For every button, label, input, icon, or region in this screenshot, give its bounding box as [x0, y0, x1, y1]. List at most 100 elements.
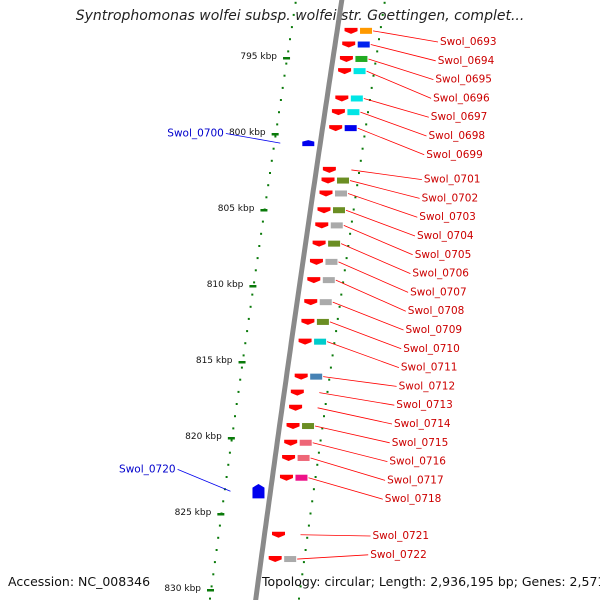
inner-guide-dot	[246, 330, 249, 333]
scale-tick	[238, 361, 246, 364]
rna-arrow	[252, 484, 265, 499]
gene-arrow	[309, 258, 323, 265]
inner-guide-dot	[254, 269, 257, 272]
inner-guide-dot	[228, 451, 231, 454]
scale-ticks: 795 kbp 800 kbp 805 kbp 810 kbp 815 kbp 820 k…	[164, 52, 291, 594]
gene-arrows[interactable]	[268, 27, 358, 563]
cog-color-blocks	[284, 27, 373, 563]
gene-leader-line	[347, 193, 418, 218]
outer-guide-dot	[363, 135, 366, 138]
cog-block	[350, 95, 363, 102]
gene-arrow	[342, 41, 356, 48]
gene-label: Swol_0697	[431, 111, 488, 123]
gene-label: Swol_0711	[401, 362, 458, 374]
outer-guide-dot	[336, 317, 339, 320]
inner-guide-dot	[227, 463, 230, 466]
outer-guide-dot	[319, 439, 322, 442]
gene-label: Swol_0701	[424, 174, 481, 186]
accession-text: Accession: NC_008346	[8, 574, 151, 589]
gene-labels[interactable]: Swol_0700 Swol_0720 Swol_0693 Swol_0694 Swol…	[119, 36, 497, 561]
outer-guide-dot	[374, 62, 377, 65]
gene-label: Swol_0707	[410, 286, 467, 298]
gene-label: Swol_0709	[406, 324, 463, 336]
inner-guide-dot	[283, 74, 286, 77]
scale-tick	[249, 285, 257, 288]
gene-label: Swol_0702	[422, 192, 479, 204]
gene-leader-line	[343, 225, 413, 256]
inner-guide-dot	[240, 366, 243, 369]
gene-arrow	[301, 318, 315, 325]
cog-block	[302, 423, 315, 430]
gene-arrow	[319, 190, 333, 197]
gene-leader-line	[317, 407, 393, 425]
scale-tick-label: 825 kbp	[175, 508, 212, 518]
gene-arrow	[284, 439, 298, 446]
rna-features[interactable]	[252, 140, 315, 499]
cog-block	[355, 55, 368, 62]
gene-arrow	[321, 177, 335, 184]
tick-dot-guides	[209, 1, 386, 600]
rna-arrow	[302, 140, 315, 147]
gene-label: Swol_0715	[392, 437, 449, 449]
gene-leader-line	[312, 442, 388, 462]
scale-tick-label: 795 kbp	[240, 52, 277, 62]
gene-label: Swol_0721	[373, 530, 430, 542]
gene-label: Swol_0696	[433, 92, 490, 104]
inner-guide-dot	[251, 293, 254, 296]
cog-block	[347, 109, 360, 116]
outer-guide-dot	[335, 330, 338, 333]
outer-guide-dot	[340, 293, 343, 296]
inner-guide-dot	[210, 585, 213, 588]
gene-arrow	[307, 277, 321, 284]
inner-guide-dot	[290, 26, 293, 29]
inner-guide-dot	[269, 172, 271, 174]
genome-backbone	[253, 0, 345, 600]
gene-arrow	[304, 299, 318, 306]
gene-label: Swol_0705	[415, 249, 472, 261]
inner-guide-dot	[287, 50, 290, 53]
scale-tick	[271, 133, 279, 136]
gene-arrow	[298, 338, 312, 345]
outer-guide-dot	[328, 378, 331, 381]
outer-guide-dot	[311, 500, 314, 503]
cog-block	[360, 27, 373, 34]
gene-leader-line	[360, 111, 427, 137]
scale-tick-label: 830 kbp	[164, 584, 201, 594]
outer-guide-dot	[383, 1, 386, 4]
gene-leader-line	[310, 457, 386, 481]
gene-leader-line	[323, 376, 397, 387]
inner-guide-dot	[247, 317, 250, 320]
gene-leader-line	[370, 44, 436, 62]
gene-arrow	[279, 474, 293, 481]
inner-guide-dot	[278, 111, 280, 114]
gene-arrow	[268, 556, 282, 563]
inner-guide-dot	[258, 245, 261, 247]
gene-label: Swol_0716	[389, 456, 446, 468]
rna-label: Swol_0700	[167, 127, 224, 139]
outer-guide-dot	[347, 245, 350, 247]
gene-leader-line	[366, 70, 432, 99]
inner-guide-dot	[249, 305, 252, 308]
outer-guide-dot	[314, 476, 317, 478]
outer-guide-dot	[321, 427, 324, 430]
outer-guide-dot	[329, 366, 332, 369]
outer-guide-dot	[316, 463, 319, 466]
outer-guide-dot	[342, 281, 345, 284]
outer-guide-dot	[338, 305, 341, 308]
outer-guide-dot	[302, 561, 305, 564]
outer-guide-dot	[361, 147, 364, 150]
gene-label: Swol_0704	[417, 230, 474, 242]
outer-guide-dot	[367, 111, 369, 114]
topology-text: Topology: circular; Length: 2,936,195 bp…	[262, 574, 600, 589]
gene-arrow	[272, 531, 286, 538]
cog-block	[325, 258, 338, 265]
scale-tick-label: 815 kbp	[196, 356, 233, 366]
gene-label: Swol_0713	[396, 399, 453, 411]
inner-guide-dot	[225, 476, 228, 478]
gene-label: Swol_0699	[426, 149, 483, 161]
cog-block	[295, 474, 308, 481]
gene-label: Swol_0706	[412, 268, 469, 280]
gene-label: Swol_0694	[438, 55, 495, 67]
gene-arrow	[331, 109, 345, 116]
